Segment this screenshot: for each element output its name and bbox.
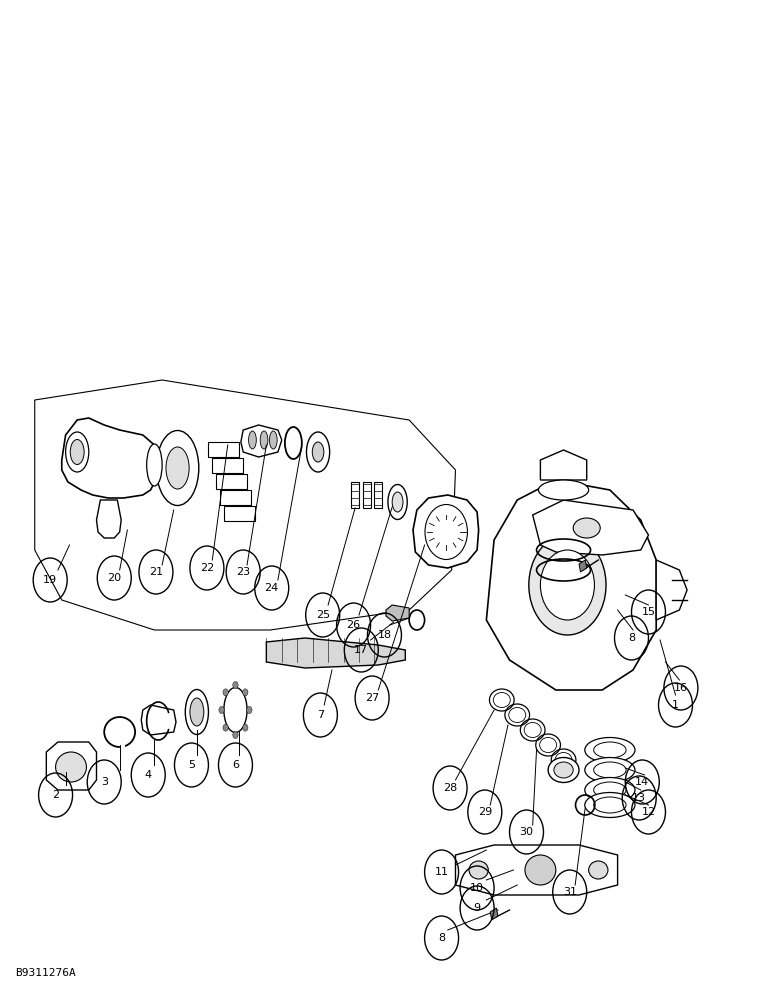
Ellipse shape	[218, 706, 224, 714]
Text: 20: 20	[107, 573, 121, 583]
Ellipse shape	[594, 742, 626, 758]
Ellipse shape	[224, 688, 247, 732]
Text: 29: 29	[478, 807, 492, 817]
Text: 2: 2	[52, 790, 59, 800]
Text: 12: 12	[642, 807, 655, 817]
Polygon shape	[656, 560, 687, 620]
Ellipse shape	[56, 752, 86, 782]
Ellipse shape	[185, 690, 208, 734]
Ellipse shape	[573, 518, 600, 538]
Text: 16: 16	[674, 683, 688, 693]
Polygon shape	[220, 490, 251, 505]
Ellipse shape	[540, 550, 594, 620]
Text: 8: 8	[438, 933, 445, 943]
Ellipse shape	[594, 782, 626, 798]
Ellipse shape	[588, 861, 608, 879]
Text: 14: 14	[635, 777, 649, 787]
Ellipse shape	[392, 492, 403, 512]
Ellipse shape	[554, 762, 573, 778]
Polygon shape	[413, 495, 479, 568]
Polygon shape	[241, 425, 282, 457]
Ellipse shape	[594, 762, 626, 778]
Ellipse shape	[529, 535, 606, 635]
Ellipse shape	[223, 724, 229, 731]
Ellipse shape	[66, 432, 89, 472]
Text: B9311276A: B9311276A	[15, 968, 76, 978]
Ellipse shape	[584, 758, 635, 782]
Text: 8: 8	[628, 633, 635, 643]
Ellipse shape	[269, 431, 277, 449]
Ellipse shape	[166, 447, 189, 489]
Ellipse shape	[584, 738, 635, 762]
Polygon shape	[486, 480, 656, 690]
Ellipse shape	[223, 689, 229, 696]
Ellipse shape	[70, 440, 84, 464]
Text: 23: 23	[236, 567, 250, 577]
Ellipse shape	[242, 724, 248, 731]
Polygon shape	[386, 605, 409, 621]
Text: 9: 9	[473, 903, 481, 913]
Polygon shape	[141, 705, 176, 735]
Ellipse shape	[249, 431, 256, 449]
Text: 30: 30	[520, 827, 533, 837]
Text: 11: 11	[435, 867, 449, 877]
Text: 26: 26	[347, 620, 361, 630]
Text: 10: 10	[470, 883, 484, 893]
Text: 13: 13	[632, 793, 646, 803]
Polygon shape	[216, 474, 247, 489]
Ellipse shape	[190, 698, 204, 726]
Ellipse shape	[548, 758, 579, 782]
Ellipse shape	[538, 480, 588, 500]
Ellipse shape	[242, 689, 248, 696]
Ellipse shape	[232, 732, 238, 738]
Text: 31: 31	[563, 887, 577, 897]
Polygon shape	[62, 418, 158, 498]
Ellipse shape	[525, 855, 556, 885]
Polygon shape	[46, 742, 96, 790]
Polygon shape	[224, 506, 255, 521]
Text: 15: 15	[642, 607, 655, 617]
Text: 17: 17	[354, 645, 368, 655]
Text: 3: 3	[100, 777, 108, 787]
Polygon shape	[490, 908, 498, 920]
Ellipse shape	[312, 442, 323, 462]
Text: 25: 25	[316, 610, 330, 620]
Ellipse shape	[306, 432, 330, 472]
Ellipse shape	[147, 444, 162, 486]
Text: 22: 22	[200, 563, 214, 573]
Ellipse shape	[584, 792, 635, 818]
Polygon shape	[579, 560, 587, 572]
Text: 4: 4	[144, 770, 152, 780]
Ellipse shape	[594, 797, 626, 813]
Text: 19: 19	[43, 575, 57, 585]
Text: 21: 21	[149, 567, 163, 577]
Polygon shape	[533, 500, 648, 555]
Text: 28: 28	[443, 783, 457, 793]
Ellipse shape	[388, 485, 407, 520]
Polygon shape	[208, 442, 239, 457]
Text: 27: 27	[365, 693, 379, 703]
Text: 18: 18	[378, 630, 391, 640]
Polygon shape	[120, 742, 125, 752]
Ellipse shape	[425, 504, 467, 560]
Text: 5: 5	[188, 760, 195, 770]
Text: 7: 7	[317, 710, 324, 720]
Polygon shape	[266, 638, 405, 668]
Ellipse shape	[469, 861, 488, 879]
Ellipse shape	[246, 706, 252, 714]
Text: 24: 24	[265, 583, 279, 593]
Text: 1: 1	[672, 700, 679, 710]
Ellipse shape	[260, 431, 268, 449]
Polygon shape	[96, 500, 121, 538]
Ellipse shape	[232, 682, 238, 688]
Text: 6: 6	[232, 760, 239, 770]
Polygon shape	[455, 845, 618, 895]
Polygon shape	[212, 458, 243, 473]
Ellipse shape	[156, 430, 198, 506]
Ellipse shape	[584, 778, 635, 802]
Polygon shape	[540, 450, 587, 480]
